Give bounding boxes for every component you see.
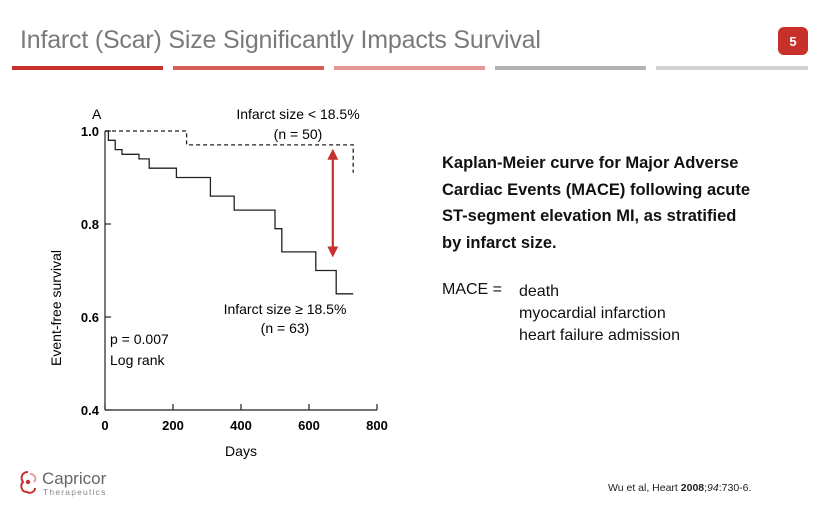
page-number-badge: 5 — [778, 27, 808, 55]
mace-label: MACE = — [442, 281, 503, 298]
y-tick-label: 1.0 — [81, 124, 99, 139]
citation-pages: :730-6. — [718, 482, 752, 494]
title-rule-segment-3 — [334, 66, 485, 70]
x-tick-label: 200 — [162, 418, 184, 433]
y-tick-label: 0.8 — [81, 217, 99, 232]
description-line: by infarct size. — [442, 233, 557, 252]
x-tick-label: 0 — [101, 418, 108, 433]
title-rule-segment-4 — [495, 66, 646, 70]
logo-subtitle: Therapeutics — [43, 487, 107, 497]
log-rank-annotation: Log rank — [110, 352, 165, 368]
y-tick-label: 0.6 — [81, 310, 99, 325]
description-line: ST-segment elevation MI, as stratified — [442, 207, 737, 225]
mace-item: death — [519, 283, 560, 300]
y-axis-label: Event-free survival — [48, 250, 64, 366]
citation-separator: ; — [704, 482, 708, 494]
citation: Wu et al, Heart 2008;94:730-6. — [608, 482, 751, 494]
citation-year: 2008 — [680, 482, 705, 494]
description-line: Kaplan-Meier curve for Major Adverse — [442, 154, 739, 172]
citation-volume: 94 — [707, 482, 719, 494]
chart-description: Kaplan-Meier curve for Major Adverse Car… — [442, 150, 802, 256]
legend-label-small-infarct: Infarct size < 18.5% — [236, 106, 359, 122]
capricor-logo: Capricor Therapeutics — [18, 469, 106, 501]
p-value-annotation: p = 0.007 — [110, 331, 169, 347]
title-rule-segment-5 — [656, 66, 808, 70]
description-line: Cardiac Events (MACE) following acute — [442, 180, 751, 199]
series-line-large-infarct — [105, 130, 354, 295]
citation-prefix: Wu et al, Heart — [608, 482, 681, 494]
kaplan-meier-chart: 0.4 0.6 0.8 1.0 0 200 400 600 800 A Infarct size… — [48, 106, 388, 459]
logo-mark-icon — [20, 471, 37, 494]
mace-item: myocardial infarction — [519, 305, 666, 322]
legend-n-large-infarct: (n = 63) — [261, 320, 310, 336]
chart-panel-label: A — [92, 106, 102, 122]
x-axis-label: Days — [225, 443, 257, 459]
legend-n-small-infarct: (n = 50) — [274, 126, 323, 142]
legend-label-large-infarct: Infarct size ≥ 18.5% — [224, 301, 347, 317]
title-rule-segment-1 — [12, 66, 163, 70]
slide-title: Infarct (Scar) Size Significantly Impact… — [20, 26, 541, 54]
x-tick-label: 800 — [366, 418, 388, 433]
y-tick-label: 0.4 — [81, 403, 100, 418]
x-tick-label: 400 — [230, 418, 252, 433]
logo-name: Capricor — [42, 469, 107, 488]
x-tick-label: 600 — [298, 418, 320, 433]
mace-item: heart failure admission — [519, 327, 680, 344]
title-rule-segment-2 — [173, 66, 324, 70]
